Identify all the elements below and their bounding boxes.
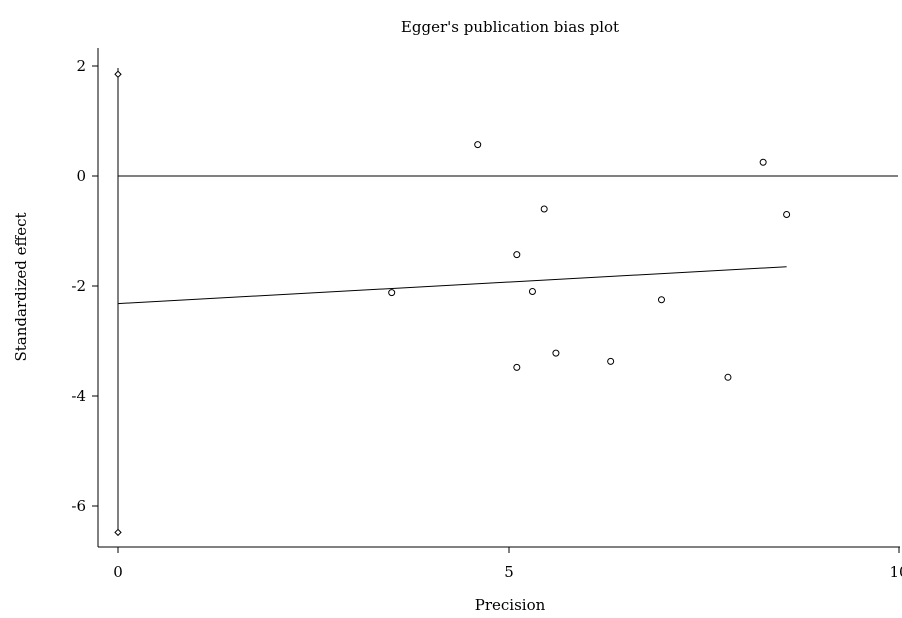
data-point bbox=[513, 251, 521, 259]
data-point bbox=[759, 158, 767, 166]
data-point bbox=[474, 141, 482, 149]
x-tick-label: 10 bbox=[889, 563, 902, 581]
data-point bbox=[783, 211, 791, 218]
chart-title: Egger's publication bias plot bbox=[401, 18, 619, 36]
y-tick-label: -6 bbox=[71, 497, 86, 515]
plot-area bbox=[97, 48, 900, 548]
ci-lower-marker bbox=[114, 528, 122, 537]
data-point bbox=[528, 288, 536, 295]
data-point bbox=[607, 357, 615, 365]
ci-upper-marker bbox=[114, 70, 122, 78]
data-point bbox=[724, 373, 732, 381]
y-tick-label: 0 bbox=[76, 167, 86, 185]
x-tick-label: 0 bbox=[113, 563, 123, 581]
y-tick-label: -4 bbox=[71, 387, 86, 405]
x-axis-label: Precision bbox=[475, 596, 546, 614]
y-axis-ticks: 2 0 -2 -4 -6 bbox=[71, 57, 98, 515]
points-layer bbox=[388, 141, 791, 381]
data-point bbox=[540, 205, 548, 213]
y-tick-label: -2 bbox=[71, 277, 86, 295]
x-axis-ticks: 0 5 10 bbox=[113, 547, 902, 581]
data-point bbox=[513, 363, 521, 371]
data-point bbox=[657, 296, 665, 304]
x-tick-label: 5 bbox=[504, 563, 514, 581]
y-axis-label: Standardized effect bbox=[12, 212, 30, 361]
data-point bbox=[388, 289, 396, 297]
data-point bbox=[552, 349, 560, 357]
y-tick-label: 2 bbox=[76, 57, 86, 75]
regression-line bbox=[117, 266, 787, 305]
